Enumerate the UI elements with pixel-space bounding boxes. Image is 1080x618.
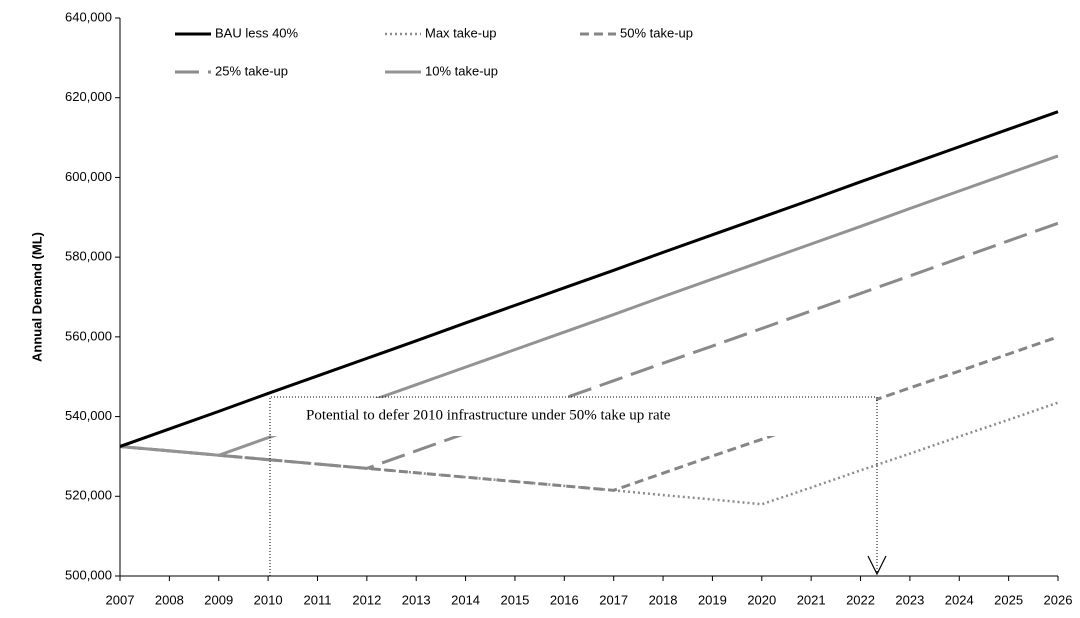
series-line	[119, 110, 1059, 448]
x-tick-label: 2025	[994, 592, 1023, 607]
y-tick-label: 600,000	[65, 169, 112, 184]
x-tick-label: 2014	[451, 592, 480, 607]
y-tick-label: 560,000	[65, 328, 112, 343]
x-tick-label: 2026	[1044, 592, 1073, 607]
y-axis-label: Annual Demand (ML)	[29, 232, 44, 362]
y-tick-label: 580,000	[65, 249, 112, 264]
x-tick-label: 2012	[352, 592, 381, 607]
annotation-text: Potential to defer 2010 infrastructure u…	[306, 407, 671, 423]
series-line	[119, 221, 1059, 470]
annotation-arrow	[867, 555, 887, 576]
y-tick-label: 620,000	[65, 89, 112, 104]
x-tick-label: 2022	[846, 592, 875, 607]
x-tick-label: 2007	[106, 592, 135, 607]
legend-label: BAU less 40%	[215, 25, 299, 40]
x-tick-label: 2019	[698, 592, 727, 607]
x-tick-label: 2013	[402, 592, 431, 607]
y-tick-label: 500,000	[65, 567, 112, 582]
legend-label: 50% take-up	[620, 25, 693, 40]
x-tick-label: 2023	[895, 592, 924, 607]
legend-label: Max take-up	[425, 25, 497, 40]
y-tick-label: 520,000	[65, 488, 112, 503]
x-tick-label: 2011	[303, 592, 331, 607]
x-tick-label: 2010	[254, 592, 283, 607]
x-tick-label: 2009	[204, 592, 233, 607]
series-line	[119, 335, 1059, 492]
legend-label: 25% take-up	[215, 63, 288, 78]
x-tick-label: 2015	[500, 592, 529, 607]
x-tick-label: 2008	[155, 592, 184, 607]
x-tick-label: 2018	[649, 592, 678, 607]
x-tick-label: 2017	[599, 592, 628, 607]
y-tick-label: 640,000	[65, 9, 112, 24]
x-tick-label: 2021	[797, 592, 826, 607]
annotation-background	[271, 398, 876, 436]
x-tick-label: 2020	[747, 592, 776, 607]
x-tick-label: 2024	[945, 592, 974, 607]
legend-label: 10% take-up	[425, 63, 498, 78]
y-tick-label: 540,000	[65, 408, 112, 423]
x-tick-label: 2016	[550, 592, 579, 607]
